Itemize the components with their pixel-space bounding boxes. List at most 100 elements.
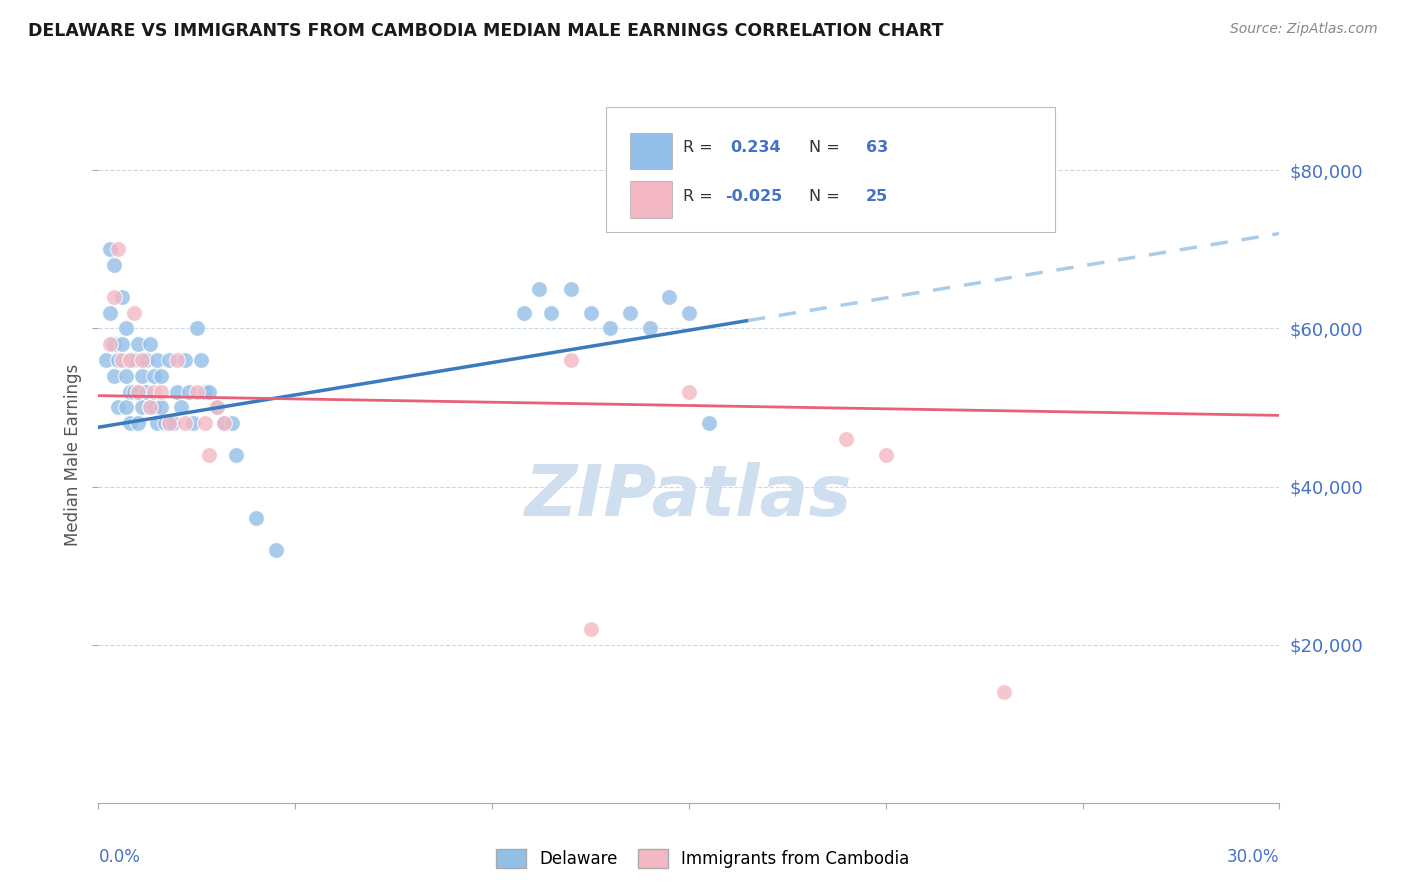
Point [131,353,153,368]
Point [177,384,200,399]
FancyBboxPatch shape [630,181,672,218]
Point [127,384,149,399]
Point [118,417,141,431]
Point [135,353,157,368]
Text: -0.025: -0.025 [725,188,783,203]
Point [98,305,121,319]
Point [150,368,173,383]
Point [135,384,157,399]
Point [194,417,217,431]
Point [122,384,145,399]
Point [835,432,858,446]
Point [170,401,193,415]
Point [122,305,145,319]
Point [142,384,165,399]
Point [186,384,208,399]
Point [127,417,149,431]
Point [138,401,160,415]
Point [122,353,145,368]
Text: DELAWARE VS IMMIGRANTS FROM CAMBODIA MEDIAN MALE EARNINGS CORRELATION CHART: DELAWARE VS IMMIGRANTS FROM CAMBODIA MED… [28,22,943,40]
Point [127,337,149,351]
Point [264,542,287,557]
Text: Source: ZipAtlas.com: Source: ZipAtlas.com [1230,22,1378,37]
Point [103,290,125,304]
Point [138,337,160,351]
Point [697,417,720,431]
Point [181,417,204,431]
Point [111,290,134,304]
Text: R =: R = [683,188,718,203]
Point [214,417,236,431]
Point [138,401,160,415]
Text: N =: N = [810,140,845,155]
Text: 0.0%: 0.0% [98,848,141,866]
Point [103,337,125,351]
FancyBboxPatch shape [606,107,1054,232]
Point [174,417,197,431]
Point [579,305,602,319]
Point [146,417,169,431]
Point [214,417,236,431]
Point [560,282,582,296]
Point [115,368,138,383]
Point [174,353,197,368]
Point [225,448,247,462]
Point [190,353,212,368]
Point [875,448,897,462]
Point [579,622,602,636]
Point [107,401,129,415]
Point [146,353,169,368]
Legend: Delaware, Immigrants from Cambodia: Delaware, Immigrants from Cambodia [489,843,917,875]
Point [205,401,228,415]
Point [103,368,125,383]
Text: ZIPatlas: ZIPatlas [526,462,852,531]
Point [157,417,180,431]
Text: 25: 25 [866,188,889,203]
Y-axis label: Median Male Earnings: Median Male Earnings [63,364,82,546]
Text: 30.0%: 30.0% [1227,848,1279,866]
Point [512,305,534,319]
Point [993,685,1015,699]
Point [221,417,243,431]
Text: R =: R = [683,140,718,155]
Point [599,321,621,335]
Point [186,321,208,335]
Point [96,353,118,368]
Point [155,417,177,431]
Point [166,384,188,399]
Text: 63: 63 [866,140,889,155]
Point [98,243,121,257]
Point [678,384,700,399]
Point [142,401,165,415]
Point [529,282,551,296]
Point [131,401,153,415]
Point [540,305,562,319]
Point [166,353,188,368]
Point [103,258,125,272]
Text: 0.234: 0.234 [730,140,780,155]
Point [107,353,129,368]
Point [162,417,184,431]
Point [157,353,180,368]
Point [560,353,582,368]
Point [115,321,138,335]
Point [127,384,149,399]
Point [157,417,180,431]
Point [107,243,129,257]
Point [118,353,141,368]
Point [194,384,217,399]
Point [131,368,153,383]
Point [245,511,267,525]
Point [115,401,138,415]
FancyBboxPatch shape [630,133,672,169]
Point [98,337,121,351]
Point [118,353,141,368]
Point [658,290,681,304]
Point [197,448,219,462]
Point [118,384,141,399]
Point [205,401,228,415]
Point [619,305,641,319]
Point [150,384,173,399]
Point [142,368,165,383]
Text: N =: N = [810,188,845,203]
